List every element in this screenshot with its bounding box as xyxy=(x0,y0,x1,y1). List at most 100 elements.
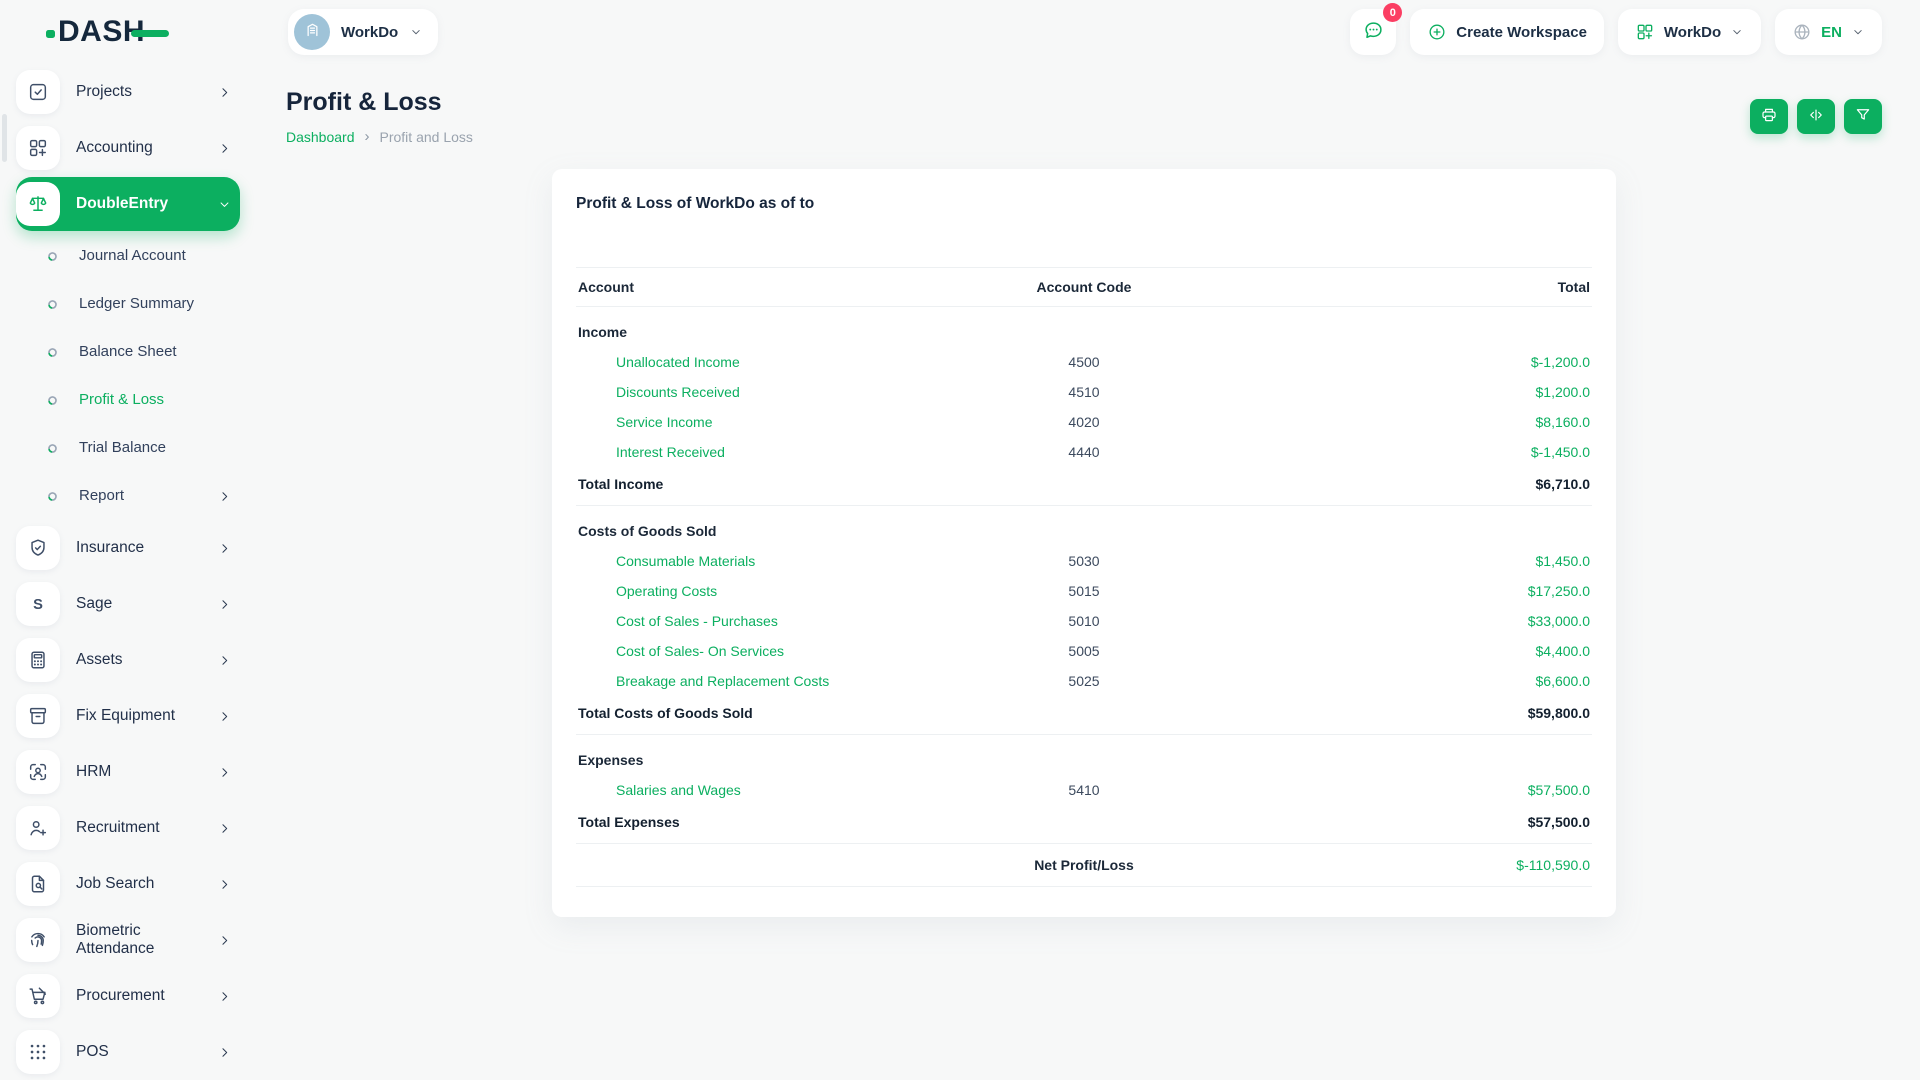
sidebar-item-label: Recruitment xyxy=(76,819,160,837)
chevron-right-icon xyxy=(217,709,232,724)
create-workspace-button[interactable]: Create Workspace xyxy=(1410,9,1604,55)
letter-s-icon: S xyxy=(16,582,60,626)
title-block: Profit & Loss Dashboard › Profit and Los… xyxy=(286,88,473,145)
account-row: Breakage and Replacement Costs 5025 $6,600… xyxy=(576,666,1592,696)
sidebar-item-projects[interactable]: Projects xyxy=(16,64,240,120)
account-link[interactable]: Salaries and Wages xyxy=(616,782,741,798)
account-row: Salaries and Wages 5410 $57,500.0 xyxy=(576,775,1592,805)
chevron-right-icon xyxy=(217,989,232,1004)
account-link[interactable]: Operating Costs xyxy=(616,583,718,599)
account-row: Service Income 4020 $8,160.0 xyxy=(576,407,1592,437)
ring-bullet-icon xyxy=(46,394,59,407)
section-name: Income xyxy=(578,324,628,340)
account-link[interactable]: Consumable Materials xyxy=(616,553,756,569)
sidebar-item-biometric-attendance[interactable]: Biometric Attendance xyxy=(16,912,240,968)
sidebar-item-assets[interactable]: Assets xyxy=(16,632,240,688)
chevron-down-icon xyxy=(1851,25,1865,39)
plus-circle-icon xyxy=(1427,22,1447,42)
checkbox-icon xyxy=(16,70,60,114)
account-row: Discounts Received 4510 $1,200.0 xyxy=(576,377,1592,407)
ring-bullet-icon xyxy=(46,490,59,503)
sidebar-item-procurement[interactable]: Procurement xyxy=(16,968,240,1024)
top-header: DASH WorkDo 0 Create Workspace WorkDo EN xyxy=(0,0,1920,58)
print-button[interactable] xyxy=(1750,99,1788,134)
main-content: Profit & Loss Dashboard › Profit and Los… xyxy=(256,58,1920,1080)
account-link[interactable]: Discounts Received xyxy=(616,384,740,400)
account-link[interactable]: Interest Received xyxy=(616,444,725,460)
sidebar-item-insurance[interactable]: Insurance xyxy=(16,520,240,576)
language-label: EN xyxy=(1821,23,1842,41)
cart-icon xyxy=(16,974,60,1018)
workspace-menu-button[interactable]: WorkDo xyxy=(1617,9,1762,55)
chevron-right-icon xyxy=(217,933,232,948)
swap-horizontal-icon xyxy=(1807,106,1825,127)
account-code: 5025 xyxy=(1068,673,1100,689)
filter-button[interactable] xyxy=(1844,99,1882,134)
account-link[interactable]: Cost of Sales - Purchases xyxy=(616,613,778,629)
building-icon xyxy=(303,20,322,44)
sidebar-subitem-report[interactable]: Report xyxy=(16,472,240,520)
shield-check-icon xyxy=(16,526,60,570)
sidebar-subitem-profit-loss[interactable]: Profit & Loss xyxy=(16,376,240,424)
sidebar-item-label: Fix Equipment xyxy=(76,707,176,725)
chevron-right-icon xyxy=(217,765,232,780)
sidebar-subitem-balance-sheet[interactable]: Balance Sheet xyxy=(16,328,240,376)
sidebar-subitem-ledger-summary[interactable]: Ledger Summary xyxy=(16,280,240,328)
archive-icon xyxy=(16,694,60,738)
app-logo[interactable]: DASH xyxy=(46,15,170,49)
account-code: 4510 xyxy=(1068,384,1100,400)
sidebar-item-label: DoubleEntry xyxy=(76,195,169,213)
sidebar-navigation: Projects Accounting DoubleEntry Journal Acc… xyxy=(0,58,256,1080)
sidebar-item-sage[interactable]: S Sage xyxy=(16,576,240,632)
calculator-icon xyxy=(16,638,60,682)
account-link[interactable]: Unallocated Income xyxy=(616,354,740,370)
dots-grid-icon xyxy=(16,1030,60,1074)
section-total-value: $57,500.0 xyxy=(1226,805,1592,844)
chevron-right-icon xyxy=(217,541,232,556)
sidebar-item-accounting[interactable]: Accounting xyxy=(16,120,240,176)
app-body: Projects Accounting DoubleEntry Journal Acc… xyxy=(0,58,1920,1080)
chevron-right-icon xyxy=(217,489,232,504)
section-total-label: Total Income xyxy=(576,467,942,506)
sidebar-item-recruitment[interactable]: Recruitment xyxy=(16,800,240,856)
breadcrumb-dashboard-link[interactable]: Dashboard xyxy=(286,128,355,145)
chevron-down-icon xyxy=(409,25,423,39)
toggle-view-button[interactable] xyxy=(1797,99,1835,134)
ring-bullet-icon xyxy=(46,298,59,311)
workspace-switcher[interactable]: WorkDo xyxy=(288,9,439,55)
sidebar-subitem-journal-account[interactable]: Journal Account xyxy=(16,232,240,280)
account-code: 5410 xyxy=(1068,782,1100,798)
account-total: $33,000.0 xyxy=(1527,613,1590,629)
sidebar-item-label: Insurance xyxy=(76,539,145,557)
sidebar-subitem-label: Ledger Summary xyxy=(79,295,195,313)
account-total: $17,250.0 xyxy=(1527,583,1590,599)
sidebar-item-hrm[interactable]: HRM xyxy=(16,744,240,800)
sidebar-item-doubleentry[interactable]: DoubleEntry xyxy=(16,177,240,231)
net-profit-value: $-110,590.0 xyxy=(1226,843,1592,887)
messages-button[interactable]: 0 xyxy=(1350,3,1403,55)
account-row: Unallocated Income 4500 $-1,200.0 xyxy=(576,347,1592,377)
account-code: 4500 xyxy=(1068,354,1100,370)
section-header-row: Income xyxy=(576,307,1592,348)
sidebar-scrollbar[interactable] xyxy=(2,114,7,162)
sidebar-item-job-search[interactable]: Job Search xyxy=(16,856,240,912)
account-link[interactable]: Service Income xyxy=(616,414,713,430)
workspace-avatar xyxy=(294,14,330,50)
section-total-row: Total Expenses $57,500.0 xyxy=(576,805,1592,844)
globe-icon xyxy=(1792,22,1812,42)
sidebar-item-label: Sage xyxy=(76,595,113,613)
sidebar-item-fix-equipment[interactable]: Fix Equipment xyxy=(16,688,240,744)
sidebar-item-pos[interactable]: POS xyxy=(16,1024,240,1080)
account-link[interactable]: Breakage and Replacement Costs xyxy=(616,673,830,689)
section-total-value: $6,710.0 xyxy=(1226,467,1592,506)
table-header-row: Account Account Code Total xyxy=(576,267,1592,307)
sidebar-subitem-label: Profit & Loss xyxy=(79,391,165,409)
chevron-right-icon xyxy=(217,85,232,100)
language-selector[interactable]: EN xyxy=(1775,9,1882,55)
column-header-account: Account xyxy=(576,267,942,307)
sidebar-subitem-label: Report xyxy=(79,487,125,505)
account-link[interactable]: Cost of Sales- On Services xyxy=(616,643,785,659)
sidebar-subitem-label: Journal Account xyxy=(79,247,186,265)
chevron-right-icon xyxy=(217,597,232,612)
sidebar-subitem-trial-balance[interactable]: Trial Balance xyxy=(16,424,240,472)
